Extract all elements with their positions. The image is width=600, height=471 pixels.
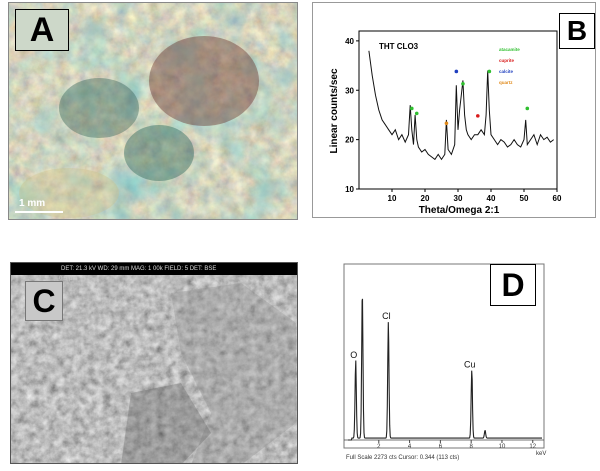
- xrd-peak-marker: [454, 69, 459, 74]
- xrd-legend-entry: cuprite: [499, 58, 515, 63]
- eds-x-tick-label: 12: [529, 444, 536, 450]
- eds-chart: 2 4 6 8 10 12 O Cl Cu Full Scale 2273 cts Curso…: [343, 263, 546, 461]
- eds-plot-frame: [343, 263, 545, 449]
- scale-bar: [15, 211, 63, 213]
- eds-peak-label: O: [350, 350, 357, 360]
- xrd-legend-entry: atacamite: [499, 47, 520, 52]
- panel-a-optical-micrograph: A 1 mm: [8, 2, 298, 220]
- eds-x-tick-label: 2: [377, 444, 381, 450]
- panel-d-letter: D: [490, 264, 536, 306]
- xrd-peak-marker: [444, 121, 449, 126]
- panel-c-letter: C: [25, 281, 63, 321]
- eds-x-tick-label: 4: [408, 444, 412, 450]
- xrd-legend-entry: calcite: [499, 69, 514, 74]
- scale-bar-label: 1 mm: [19, 198, 46, 209]
- xrd-x-tick-label: 40: [487, 194, 496, 203]
- xrd-x-axis-label: Theta/Omega 2:1: [419, 205, 500, 216]
- xrd-peak-marker: [487, 69, 492, 74]
- xrd-series-line: [368, 50, 555, 161]
- eds-peak-label: Cl: [382, 311, 391, 321]
- panel-b-letter: B: [559, 13, 595, 49]
- sem-scale-label: 0.5 µm: [59, 276, 78, 282]
- xrd-y-tick-label: 10: [345, 185, 354, 194]
- eds-x-tick-label: 8: [470, 444, 474, 450]
- eds-x-tick-label: 6: [439, 444, 443, 450]
- xrd-peak-marker: [461, 81, 465, 86]
- xrd-peak-marker: [414, 111, 419, 116]
- eds-peak-label: Cu: [464, 359, 476, 369]
- xrd-peak-marker: [476, 114, 480, 118]
- xrd-peak-marker: [525, 106, 530, 111]
- xrd-legend-entry: quartz: [499, 80, 513, 85]
- eds-footer: Full Scale 2273 cts Cursor: 0.344 (113 c…: [346, 455, 459, 461]
- xrd-x-tick-label: 30: [454, 194, 463, 203]
- panel-b-xrd-pattern: THT CLO3 10 20 30 40 50 60 10 20 30 40 atacamite…: [312, 2, 596, 218]
- xrd-chart: THT CLO3 10 20 30 40 50 60 10 20 30 40 atacamite…: [329, 30, 562, 216]
- xrd-y-tick-label: 30: [345, 86, 354, 95]
- eds-x-tick-label: 10: [499, 444, 506, 450]
- panel-d-eds-spectrum: 2 4 6 8 10 12 O Cl Cu Full Scale 2273 cts Curso…: [340, 262, 550, 466]
- xrd-x-tick-label: 10: [388, 194, 397, 203]
- eds-x-unit: keV: [536, 451, 546, 457]
- xrd-y-axis-label: Linear counts/sec: [329, 68, 340, 153]
- xrd-y-tick-label: 20: [345, 136, 354, 145]
- xrd-x-tick-label: 60: [553, 194, 562, 203]
- xrd-y-tick-label: 40: [345, 37, 354, 46]
- panel-a-letter: A: [15, 9, 69, 51]
- xrd-peak-marker: [410, 106, 414, 111]
- panel-c-sem-micrograph: DET: 21.3 kV WD: 29 mm MAG: 1 00k FIELD:…: [10, 262, 298, 464]
- xrd-sample-label: THT CLO3: [379, 42, 419, 51]
- xrd-x-tick-label: 50: [520, 194, 529, 203]
- sem-info-bar: DET: 21.3 kV WD: 29 mm MAG: 1 00k FIELD:…: [11, 263, 297, 275]
- eds-spectrum-line: [348, 298, 542, 441]
- xrd-x-tick-label: 20: [421, 194, 430, 203]
